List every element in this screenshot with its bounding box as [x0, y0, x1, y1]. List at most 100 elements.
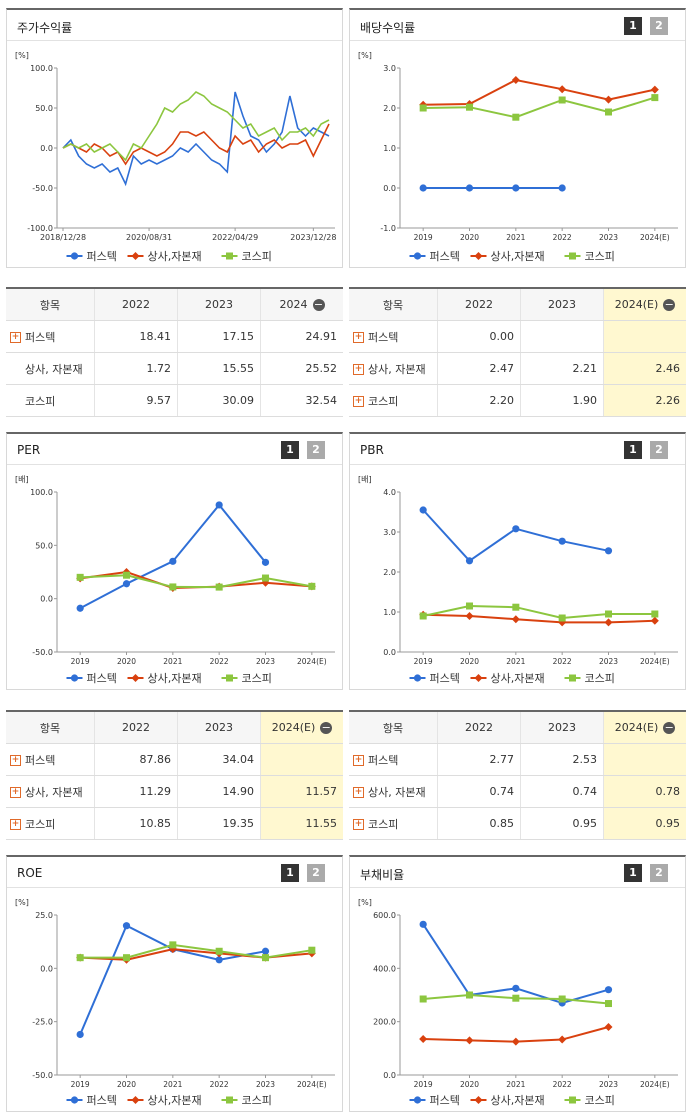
data-row: 코스피 9.57 30.09 32.54 — [6, 384, 343, 417]
data-cell: 30.09 — [177, 384, 261, 417]
cell-value: 11.29 — [139, 785, 172, 798]
data-row: + 상사, 자본재 11.29 14.90 11.57 — [6, 775, 343, 808]
expand-icon[interactable]: + — [10, 755, 21, 766]
header-text: 2024(E) — [614, 298, 659, 311]
page-button[interactable]: 1 — [624, 441, 642, 459]
cell-value: 32.54 — [305, 394, 338, 407]
data-cell: 2.53 — [520, 743, 604, 776]
marker — [169, 941, 177, 949]
expand-icon[interactable]: + — [353, 787, 364, 798]
x-tick-label: 2024(E) — [640, 233, 670, 242]
page-button[interactable]: 1 — [624, 864, 642, 882]
header-cell: 항목 — [6, 711, 95, 744]
expand-icon[interactable]: + — [10, 787, 21, 798]
data-cell: 14.90 — [177, 775, 261, 808]
legend-label: 코스피 — [585, 1094, 615, 1107]
cell-value: 10.85 — [139, 817, 172, 830]
collapse-icon[interactable]: − — [663, 298, 676, 311]
expand-icon[interactable]: + — [353, 332, 364, 343]
header-text: 2023 — [205, 721, 233, 734]
x-tick-label: 2020 — [460, 657, 479, 666]
collapse-icon[interactable]: − — [312, 298, 325, 311]
header-text: 2024(E) — [614, 721, 659, 734]
expand-icon[interactable]: + — [353, 819, 364, 830]
legend-label: 퍼스텍 — [430, 1094, 460, 1107]
cell-value: 19.35 — [222, 817, 255, 830]
marker — [558, 96, 566, 104]
data-cell: 11.57 — [260, 775, 343, 808]
page-button[interactable]: 1 — [281, 864, 299, 882]
marker — [131, 252, 140, 260]
page-button[interactable]: 2 — [650, 17, 668, 35]
page-button[interactable]: 2 — [307, 864, 325, 882]
cell-value: 0.00 — [489, 330, 515, 343]
marker — [419, 612, 427, 620]
divider — [350, 887, 685, 888]
expand-icon[interactable]: + — [353, 755, 364, 766]
expand-icon[interactable]: + — [353, 364, 364, 375]
data-table: 항목 2022 2023 2024(E) − + 퍼스텍 87.86 34.04 + 상사, 자본재… — [6, 710, 343, 840]
y-tick-label: -25.0 — [32, 1018, 53, 1027]
x-tick-label: 2019 — [71, 1080, 90, 1089]
collapse-icon[interactable]: − — [320, 721, 333, 734]
y-tick-label: -50.0 — [32, 1071, 53, 1080]
marker — [76, 573, 84, 581]
x-tick-label: 2023 — [256, 1080, 275, 1089]
y-tick-label: -50.0 — [32, 648, 53, 657]
cell-value: 2.26 — [655, 394, 681, 407]
page-button[interactable]: 2 — [307, 441, 325, 459]
legend-label: 상사,자본재 — [148, 1094, 202, 1107]
cell-value: 0.95 — [655, 817, 681, 830]
data-row: 상사, 자본재 1.72 15.55 25.52 — [6, 352, 343, 385]
header-text: 항목 — [382, 721, 404, 735]
data-cell: 1.72 — [94, 352, 178, 385]
data-cell: 2.46 — [603, 352, 686, 385]
data-cell — [520, 320, 604, 353]
legend-label: 코스피 — [242, 1094, 272, 1107]
data-cell: 19.35 — [177, 807, 261, 840]
cell-value: 14.90 — [222, 785, 255, 798]
legend-label: 코스피 — [242, 250, 272, 263]
marker — [651, 94, 659, 102]
data-cell: 0.95 — [520, 807, 604, 840]
marker — [131, 674, 140, 682]
legend-label: 퍼스텍 — [430, 672, 460, 685]
marker — [465, 557, 474, 565]
data-row: + 상사, 자본재 0.74 0.74 0.78 — [349, 775, 686, 808]
x-tick-label: 2020 — [460, 1080, 479, 1089]
page-button[interactable]: 1 — [624, 17, 642, 35]
page-button[interactable]: 1 — [281, 441, 299, 459]
row-label-cell: 상사, 자본재 — [6, 352, 95, 385]
y-tick-label: 3.0 — [383, 528, 396, 537]
chart-panel: ROE 1 2 [%] -50.0 -25.0 0.0 25.0 2019 2020 2021 202… — [6, 855, 343, 1112]
y-tick-label: 0.0 — [40, 964, 53, 973]
x-tick-label: 2024(E) — [640, 657, 670, 666]
legend-label: 상사,자본재 — [491, 250, 545, 263]
y-tick-label: 1.0 — [383, 144, 396, 153]
marker — [558, 537, 566, 545]
cell-value: 0.95 — [572, 817, 598, 830]
data-cell: 0.85 — [437, 807, 521, 840]
data-cell: 18.41 — [94, 320, 178, 353]
marker — [76, 954, 84, 962]
row-label-cell: + 퍼스텍 — [349, 320, 438, 353]
header-text: 2022 — [465, 298, 493, 311]
marker — [226, 1096, 233, 1104]
collapse-icon[interactable]: − — [663, 721, 676, 734]
row-label: 상사, 자본재 — [368, 362, 426, 376]
page-button[interactable]: 2 — [650, 864, 668, 882]
data-cell: 0.78 — [603, 775, 686, 808]
marker — [604, 1023, 613, 1031]
expand-icon[interactable]: + — [353, 396, 364, 407]
data-table: 항목 2022 2023 2024− + 퍼스텍 18.41 17.15 24.91 상사, 자본… — [6, 287, 343, 417]
data-row: + 퍼스텍 0.00 — [349, 320, 686, 353]
marker — [465, 1036, 474, 1045]
data-table: 항목 2022 2023 2024(E) − + 퍼스텍 0.00 + 상사, 자본재 2.47 2.… — [349, 287, 686, 417]
expand-icon[interactable]: + — [10, 332, 21, 343]
divider — [7, 40, 342, 41]
data-row: + 퍼스텍 87.86 34.04 — [6, 743, 343, 776]
header-row: 항목 2022 2023 2024− — [6, 288, 343, 321]
expand-icon[interactable]: + — [10, 819, 21, 830]
page-button[interactable]: 2 — [650, 441, 668, 459]
y-tick-label: 100.0 — [30, 488, 53, 497]
